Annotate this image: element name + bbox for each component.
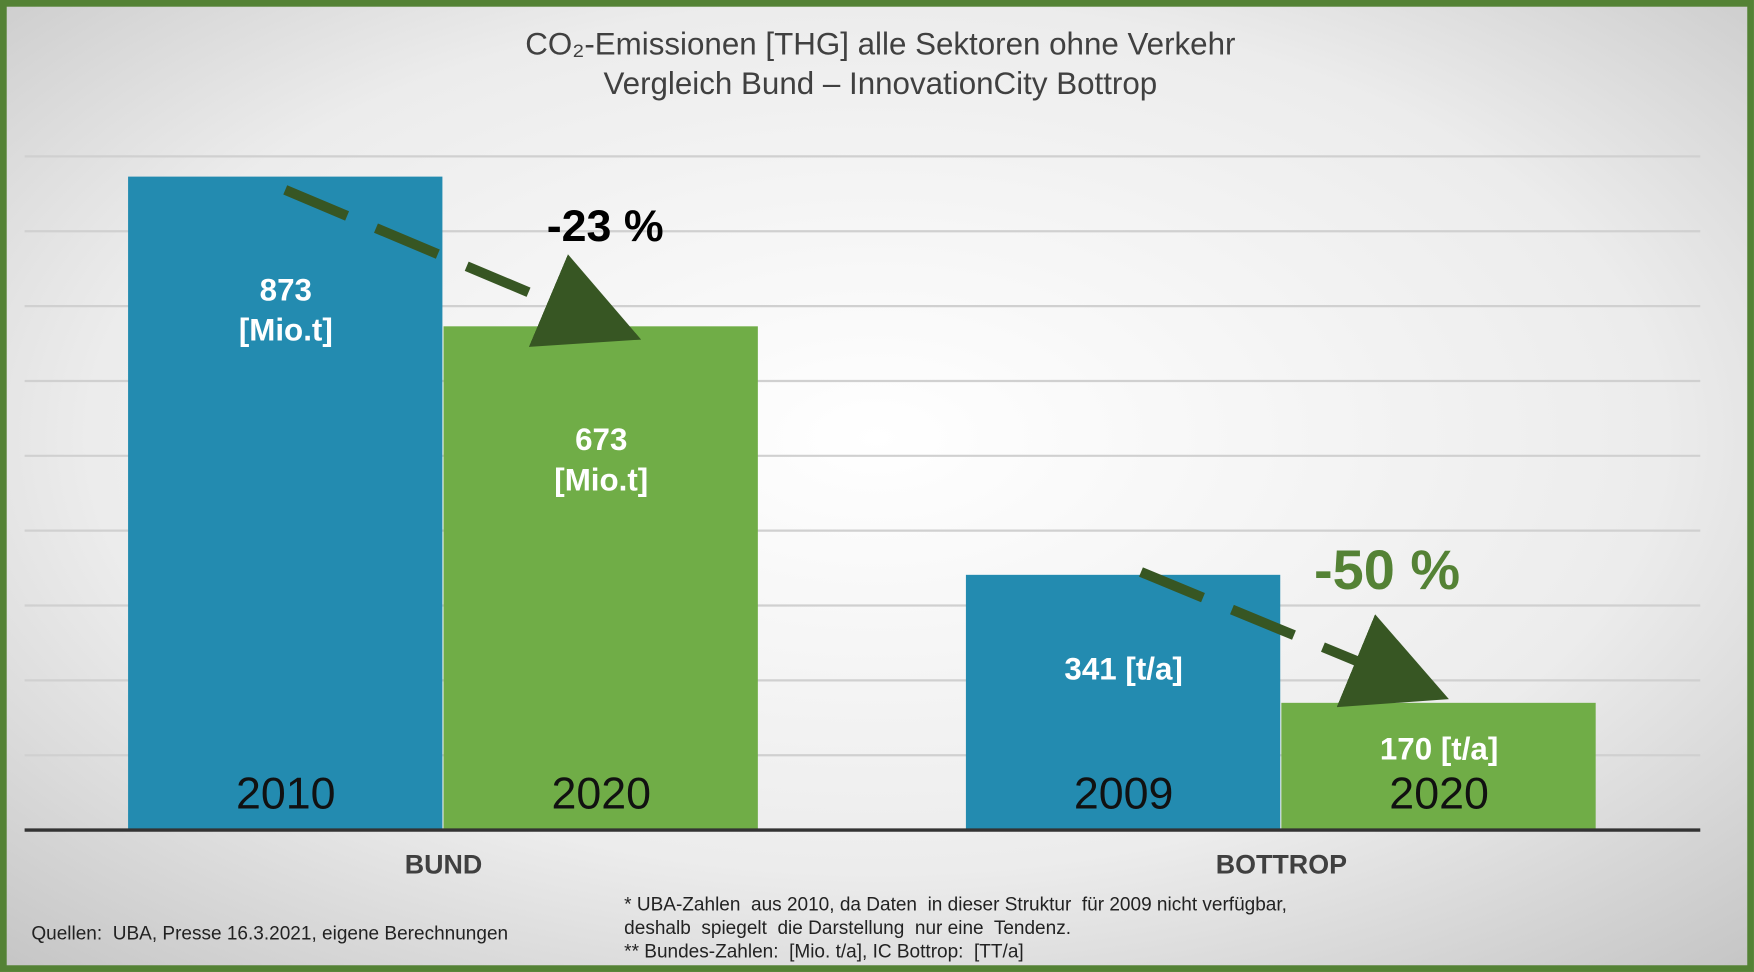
data-label: 873 [Mio.t] xyxy=(238,272,333,348)
data-label: 341 [t/a] xyxy=(1064,651,1183,687)
bar-label: 2020 xyxy=(551,769,652,819)
footnote: * UBA-Zahlen aus 2010, da Daten in diese… xyxy=(624,893,1287,915)
chart-subtitle: Vergleich Bund – InnovationCity Bottrop xyxy=(603,65,1158,101)
data-label: 673 [Mio.t] xyxy=(554,422,649,498)
bar xyxy=(1281,702,1596,831)
annotation: -23 % xyxy=(546,201,664,251)
annotation: -50 % xyxy=(1314,538,1461,602)
bar xyxy=(965,574,1281,831)
trend-arrow xyxy=(283,185,642,347)
bar-label: 2020 xyxy=(1389,769,1489,819)
x-tick-label: BUND xyxy=(404,850,483,881)
footnote: ** Bundes-Zahlen: [Mio. t/a], IC Bottrop… xyxy=(624,940,1024,962)
chart-title: CO₂-Emissionen [THG] alle Sektoren ohne … xyxy=(525,26,1236,62)
bar-label: 2010 xyxy=(236,769,336,819)
bar xyxy=(443,326,758,831)
data-label: 170 [t/a] xyxy=(1379,732,1499,767)
bar xyxy=(128,176,443,831)
trend-arrow xyxy=(1139,567,1449,708)
footnote: deshalb spiegelt die Darstellung nur ein… xyxy=(624,917,1072,939)
source-note: Quellen: UBA, Presse 16.3.2021, eigene B… xyxy=(31,922,509,945)
x-tick-label: BOTTROP xyxy=(1215,850,1347,881)
bar-label: 2009 xyxy=(1073,769,1174,819)
